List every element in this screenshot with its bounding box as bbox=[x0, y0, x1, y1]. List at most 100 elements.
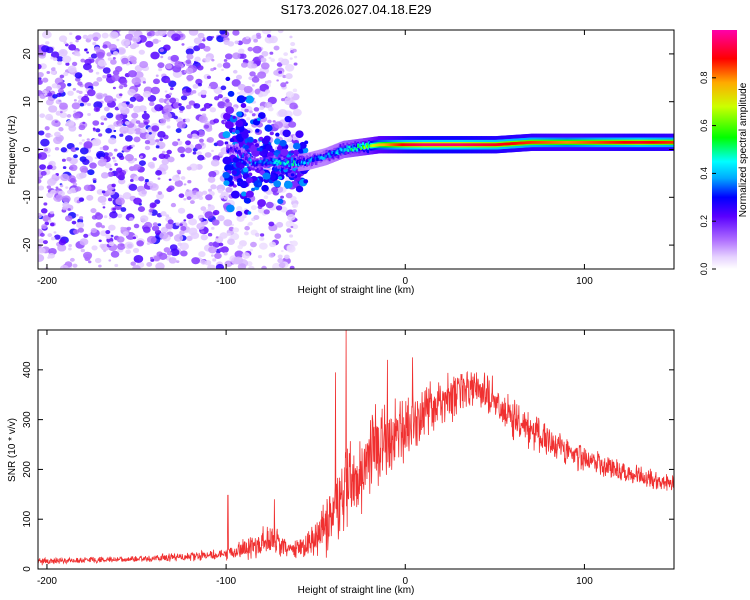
heatmap-noise-cell bbox=[125, 249, 131, 255]
heatmap-noise-cell bbox=[158, 252, 168, 260]
heatmap-noise-cell bbox=[109, 168, 113, 171]
heatmap-noise-cell bbox=[99, 146, 104, 150]
heatmap-noise-cell bbox=[160, 211, 167, 217]
heatmap-noise-cell bbox=[214, 252, 222, 260]
heatmap-noise-cell bbox=[38, 71, 44, 78]
heatmap-noise-cell bbox=[247, 221, 253, 226]
heatmap-noise-cell bbox=[195, 191, 204, 198]
heatmap-noise-cell bbox=[237, 92, 241, 95]
heatmap-cluster-cell bbox=[234, 129, 240, 135]
heatmap-noise-cell bbox=[156, 192, 165, 200]
heatmap-cluster-cell bbox=[256, 117, 261, 122]
heatmap-noise-cell bbox=[59, 184, 64, 188]
heatmap-noise-cell bbox=[224, 101, 233, 108]
heatmap-noise-cell bbox=[133, 223, 140, 229]
heatmap-noise-cell bbox=[102, 67, 111, 74]
heatmap-noise-cell bbox=[232, 30, 240, 36]
heatmap-cluster-cell bbox=[224, 164, 233, 172]
heatmap-noise-cell bbox=[75, 147, 80, 151]
heatmap-noise-cell bbox=[40, 208, 48, 214]
heatmap-noise-cell bbox=[118, 123, 123, 127]
heatmap-noise-cell bbox=[208, 242, 214, 247]
heatmap-noise-cell bbox=[167, 156, 175, 163]
heatmap-noise-cell bbox=[69, 41, 73, 45]
heatmap-noise-cell bbox=[213, 118, 220, 124]
heatmap-noise-cell bbox=[216, 63, 223, 68]
heatmap-noise-cell bbox=[201, 107, 207, 112]
heatmap-noise-cell bbox=[110, 59, 117, 65]
heatmap-noise-cell bbox=[148, 209, 153, 213]
heatmap-noise-cell bbox=[166, 251, 173, 256]
heatmap-noise-cell bbox=[89, 58, 95, 63]
heatmap-noise-cell bbox=[43, 93, 47, 96]
heatmap-noise-cell bbox=[67, 208, 71, 211]
heatmap-noise-cell bbox=[151, 125, 160, 132]
heatmap-noise-cell bbox=[139, 60, 149, 69]
heatmap-noise-cell bbox=[292, 88, 298, 93]
heatmap-noise-cell bbox=[68, 244, 72, 248]
heatmap-cluster-cell bbox=[223, 180, 230, 186]
heatmap-noise-cell bbox=[119, 133, 124, 137]
heatmap-noise-cell bbox=[164, 90, 168, 93]
heatmap-cluster-cell bbox=[247, 211, 252, 215]
heatmap-noise-cell bbox=[185, 67, 194, 75]
heatmap-noise-cell bbox=[158, 39, 162, 43]
heatmap-noise-cell bbox=[273, 45, 280, 51]
heatmap-x-label: Height of straight line (km) bbox=[298, 285, 415, 296]
heatmap-noise-cell bbox=[285, 73, 293, 80]
heatmap-noise-cell bbox=[38, 178, 42, 184]
heatmap-noise-cell bbox=[81, 139, 85, 142]
heatmap-cluster-cell bbox=[257, 199, 266, 208]
heatmap-noise-cell bbox=[165, 222, 174, 230]
heatmap-noise-cell bbox=[277, 254, 283, 259]
heatmap-noise-cell bbox=[186, 74, 194, 81]
heatmap-cluster-cell bbox=[233, 175, 237, 179]
heatmap-noise-cell bbox=[93, 101, 103, 109]
heatmap-noise-cell bbox=[261, 265, 267, 269]
heatmap-noise-cell bbox=[290, 225, 294, 229]
colorbar: 0.0 0.2 0.4 0.6 0.8 Normalized spectral ampl… bbox=[699, 30, 749, 275]
heatmap-noise-cell bbox=[162, 44, 171, 51]
heatmap-cluster-cell bbox=[295, 185, 304, 193]
heatmap-noise-cell bbox=[87, 113, 91, 117]
heatmap-noise-cell bbox=[263, 209, 270, 215]
heatmap-ridge-cell bbox=[327, 152, 330, 156]
heatmap-noise-cell bbox=[121, 57, 129, 65]
heatmap-noise-cell bbox=[127, 70, 137, 78]
snr-y-tick-label: 100 bbox=[22, 510, 33, 527]
heatmap-noise-cell bbox=[200, 259, 207, 265]
heatmap-noise-cell bbox=[113, 148, 118, 152]
heatmap-noise-cell bbox=[249, 248, 254, 252]
heatmap-noise-cell bbox=[94, 212, 104, 220]
heatmap-noise-cell bbox=[163, 112, 172, 120]
heatmap-noise-cell bbox=[128, 217, 134, 222]
heatmap-noise-cell bbox=[292, 203, 298, 208]
heatmap-noise-cell bbox=[98, 239, 102, 243]
heatmap-noise-cell bbox=[96, 51, 105, 59]
heatmap-noise-cell bbox=[289, 102, 298, 110]
heatmap-ridge-cell bbox=[349, 149, 352, 153]
heatmap-cluster-cell bbox=[290, 150, 295, 154]
heatmap-noise-cell bbox=[178, 103, 182, 107]
heatmap-noise-cell bbox=[266, 34, 272, 38]
heatmap-noise-cell bbox=[245, 36, 250, 40]
heatmap-cluster-cell bbox=[243, 144, 249, 150]
heatmap-noise-cell bbox=[76, 221, 85, 229]
heatmap-cluster-cell bbox=[246, 163, 250, 167]
heatmap-noise-cell bbox=[188, 100, 196, 106]
heatmap-noise-cell bbox=[97, 159, 107, 167]
heatmap-noise-cell bbox=[105, 127, 112, 134]
heatmap-noise-cell bbox=[38, 79, 43, 85]
snr-x-tick-label: -200 bbox=[37, 576, 57, 587]
heatmap-noise-cell bbox=[207, 232, 213, 237]
heatmap-ridge-cell bbox=[346, 145, 349, 148]
heatmap-noise-cell bbox=[94, 257, 102, 264]
heatmap-noise-cell bbox=[88, 260, 92, 264]
heatmap-noise-cell bbox=[54, 146, 60, 151]
heatmap-noise-cell bbox=[58, 102, 68, 110]
heatmap-noise-cell bbox=[157, 191, 163, 195]
heatmap-noise-cell bbox=[155, 170, 162, 176]
heatmap-noise-cell bbox=[202, 38, 206, 42]
heatmap-noise-cell bbox=[289, 35, 293, 39]
